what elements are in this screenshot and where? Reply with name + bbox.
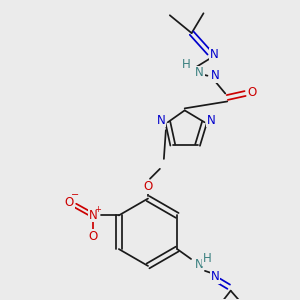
Text: N: N	[195, 66, 204, 79]
Text: +: +	[94, 205, 101, 214]
Text: N: N	[157, 114, 165, 127]
Text: N: N	[211, 69, 220, 82]
Text: O: O	[248, 86, 257, 99]
Text: N: N	[89, 209, 98, 222]
Text: −: −	[71, 190, 79, 200]
Text: N: N	[211, 270, 219, 283]
Text: O: O	[143, 180, 153, 193]
Text: N: N	[195, 258, 203, 272]
Text: H: H	[182, 58, 191, 71]
Text: N: N	[210, 48, 219, 62]
Text: O: O	[65, 196, 74, 209]
Text: O: O	[88, 230, 98, 243]
Text: N: N	[207, 114, 216, 127]
Text: H: H	[202, 253, 211, 266]
